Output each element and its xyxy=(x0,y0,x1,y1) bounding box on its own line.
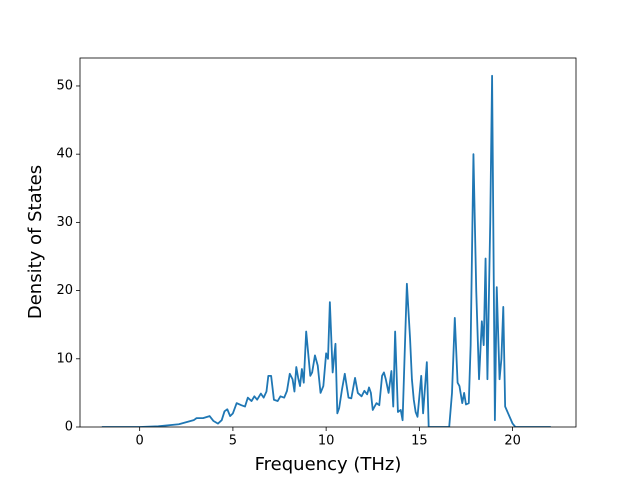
dos-line xyxy=(101,74,551,427)
plot-frame xyxy=(79,57,577,428)
x-tick-label: 5 xyxy=(229,434,237,449)
x-tick-label: 10 xyxy=(318,434,335,449)
y-axis-label: Density of States xyxy=(25,165,46,319)
y-tick-label: 50 xyxy=(56,78,73,93)
y-tick-label: 0 xyxy=(65,420,73,435)
y-tick-label: 10 xyxy=(56,351,73,366)
x-tick-label: 0 xyxy=(136,434,144,449)
x-tick-label: 20 xyxy=(504,434,521,449)
y-tick-label: 30 xyxy=(56,215,73,230)
x-axis-label: Frequency (THz) xyxy=(255,454,402,475)
y-tick-label: 20 xyxy=(56,283,73,298)
y-tick-label: 40 xyxy=(56,147,73,162)
x-tick-label: 15 xyxy=(411,434,428,449)
